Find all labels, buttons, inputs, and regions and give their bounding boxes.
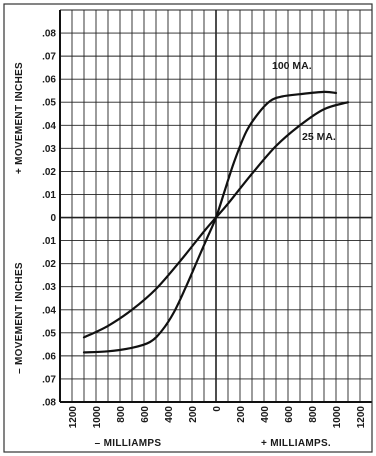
- x-tick-label: 400: [260, 406, 271, 423]
- y-tick-label: .06: [42, 351, 56, 362]
- x-tick-label: 800: [116, 406, 127, 423]
- x-tick-label: 600: [284, 406, 295, 423]
- y-tick-label: .01: [42, 236, 56, 247]
- series-label-100ma: 100 MA.: [272, 60, 312, 72]
- y-tick-label: .02: [42, 259, 56, 270]
- chart-curves: [82, 90, 350, 354]
- x-tick-label: 600: [140, 406, 151, 423]
- y-tick-label: .03: [42, 144, 56, 155]
- y-tick-labels: .08 .07 .06 .05 .04 .03 .02 .01 0 .01 .02 .03 .04 .05…: [42, 29, 56, 409]
- y-tick-label: .04: [42, 121, 56, 132]
- y-tick-label: .06: [42, 75, 56, 86]
- y-tick-label: .04: [42, 305, 56, 316]
- x-tick-label: 400: [164, 406, 175, 423]
- x-tick-labels: 1200 1000 800 600 400 200 0 200 400 600 800 1000 120…: [68, 406, 367, 429]
- x-tick-label: 800: [308, 406, 319, 423]
- y-tick-label: .07: [42, 52, 56, 63]
- y-tick-label: .01: [42, 190, 56, 201]
- y-tick-label: .05: [42, 328, 56, 339]
- y-tick-label: .08: [42, 29, 56, 40]
- y-axis-label-top: + MOVEMENT INCHES: [14, 62, 25, 174]
- x-axis-label-right: + MILLIAMPS.: [261, 438, 331, 449]
- series-label-25ma: 25 MA.: [302, 131, 336, 143]
- y-tick-label: .05: [42, 98, 56, 109]
- y-tick-label: 0: [50, 213, 56, 224]
- y-tick-label: .07: [42, 374, 56, 385]
- x-tick-label: 200: [188, 406, 199, 423]
- x-tick-label: 200: [236, 406, 247, 423]
- x-axis-label-left: – MILLIAMPS: [95, 438, 162, 449]
- chart-grid: [59, 9, 373, 403]
- x-tick-label: 1200: [356, 406, 367, 429]
- x-tick-label: 1000: [92, 406, 103, 429]
- y-axis-label-bottom: – MOVEMENT INCHES: [14, 262, 25, 374]
- figure-border: [3, 3, 373, 453]
- x-tick-label: 0: [212, 406, 223, 412]
- y-tick-label: .08: [42, 398, 56, 409]
- series-line-25ma: [82, 101, 350, 339]
- x-tick-label: 1000: [332, 406, 343, 429]
- y-tick-label: .03: [42, 282, 56, 293]
- x-tick-label: 1200: [68, 406, 79, 429]
- y-tick-label: .02: [42, 167, 56, 178]
- chart-frame: [3, 3, 373, 453]
- series-line-100ma: [82, 90, 338, 354]
